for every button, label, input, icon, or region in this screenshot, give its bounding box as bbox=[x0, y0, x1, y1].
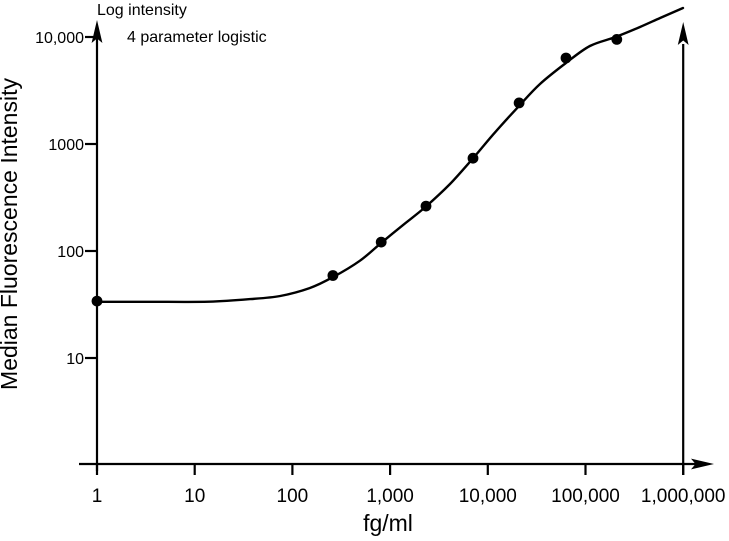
data-point-marker bbox=[375, 236, 387, 248]
y-tick-label: 10,000 bbox=[35, 30, 84, 47]
x-tick-label: 1,000,000 bbox=[641, 486, 726, 507]
axes-layer bbox=[79, 20, 714, 475]
chart-subtitle: 4 parameter logistic bbox=[127, 29, 267, 46]
data-point-marker bbox=[513, 97, 525, 109]
curve-layer bbox=[95, 6, 685, 304]
points-layer bbox=[91, 34, 623, 307]
data-point-marker bbox=[560, 52, 572, 64]
y-axis-title: Median Fluorescence Intensity bbox=[0, 78, 22, 390]
data-point-marker bbox=[327, 270, 339, 281]
data-point-marker bbox=[611, 34, 623, 45]
x-axis-title: fg/ml bbox=[363, 510, 413, 536]
logistic-fit-curve bbox=[95, 6, 685, 304]
upper-limit-arrowhead-icon bbox=[677, 22, 689, 45]
x-tick-label: 10 bbox=[184, 486, 205, 507]
x-tick-label: 100 bbox=[277, 486, 309, 507]
x-axis-arrowhead-icon bbox=[691, 458, 714, 470]
x-tick-label: 100,000 bbox=[551, 486, 620, 507]
data-point-marker bbox=[91, 295, 103, 307]
chart-title: Log intensity bbox=[97, 2, 187, 19]
ticks-layer: 1 10 100 1,000 10,000 100,000 1,000,000 10 100 10… bbox=[35, 30, 725, 507]
x-tick-label: 1 bbox=[92, 486, 103, 507]
y-tick-label: 1000 bbox=[48, 137, 84, 154]
x-tick-label: 10,000 bbox=[459, 486, 517, 507]
data-point-marker bbox=[420, 200, 432, 212]
y-tick-label: 100 bbox=[57, 244, 84, 261]
data-point-marker bbox=[467, 152, 479, 164]
y-tick-label: 10 bbox=[66, 351, 84, 368]
x-tick-label: 1,000 bbox=[366, 486, 414, 507]
